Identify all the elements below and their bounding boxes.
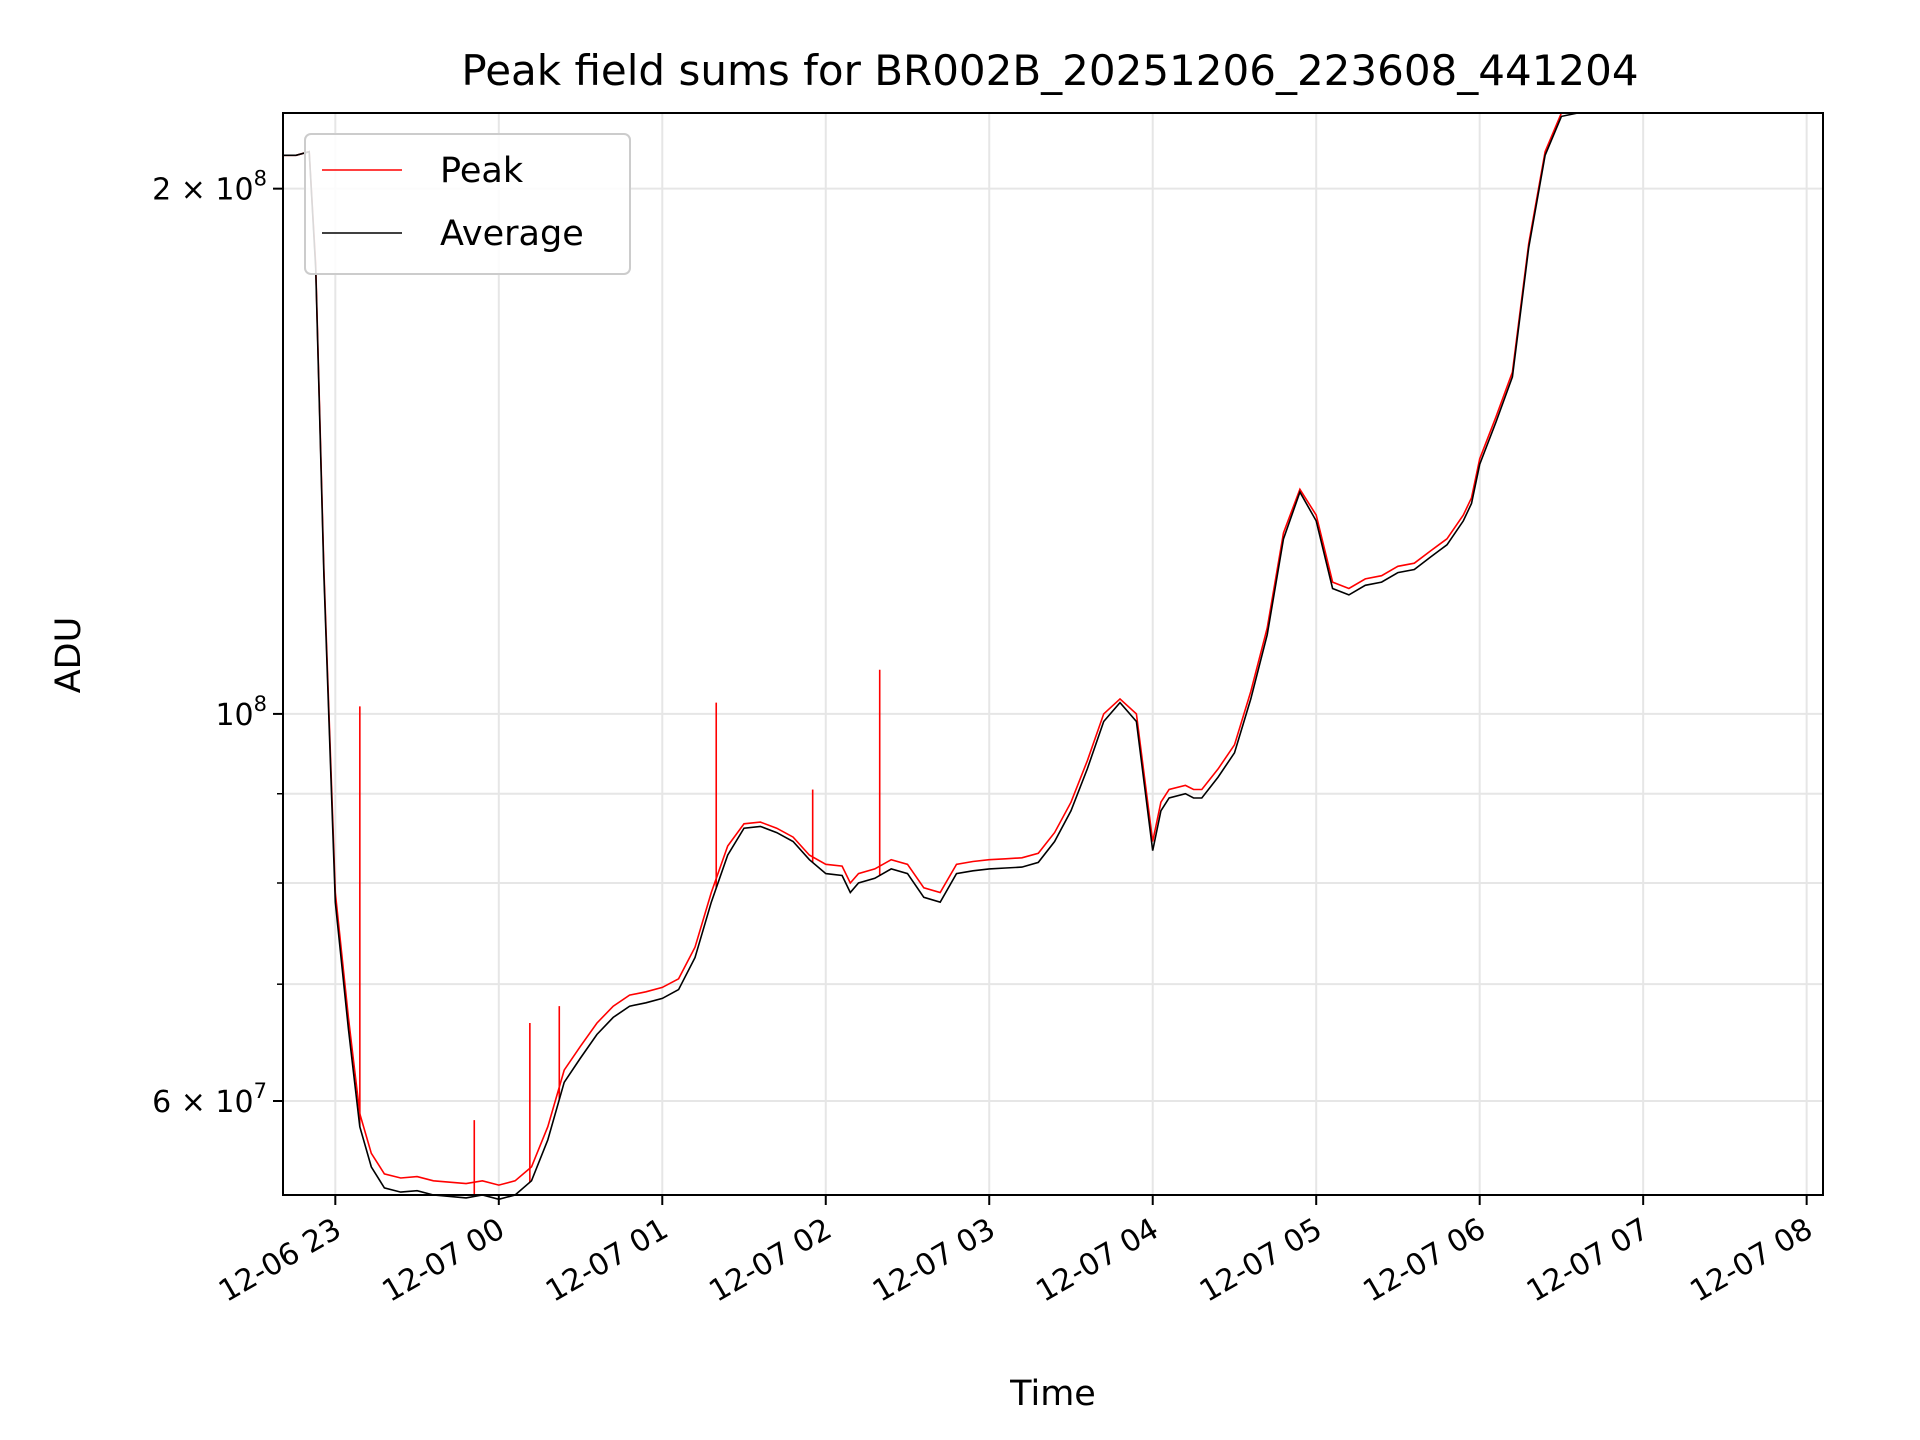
y-axis: 6 × 107 108 2 × 108	[152, 167, 283, 1120]
legend-label-average: Average	[440, 214, 584, 254]
series-line-peak	[283, 112, 1595, 1186]
y-tick-label: 108	[215, 692, 267, 733]
peak-spike-marks	[359, 669, 881, 1197]
y-tick-label: 6 × 107	[152, 1079, 267, 1120]
chart-title: Peak field sums for BR002B_20251206_2236…	[461, 46, 1638, 95]
legend-label-peak: Peak	[440, 151, 524, 191]
y-tick-label: 2 × 108	[152, 167, 267, 208]
x-tick-label: 12-07 01	[540, 1212, 674, 1310]
y-axis-label: ADU	[49, 617, 89, 694]
legend: Peak Average	[304, 133, 631, 275]
x-tick-label: 12-07 08	[1684, 1212, 1818, 1310]
x-axis-label: Time	[1009, 1374, 1096, 1414]
x-tick-label: 12-07 04	[1030, 1212, 1164, 1310]
plot-frame	[282, 112, 1824, 1196]
x-tick-label: 12-07 02	[703, 1212, 837, 1310]
series-line-average	[283, 112, 1595, 1201]
grid-lines	[283, 113, 1823, 1195]
x-tick-label: 12-07 06	[1357, 1212, 1491, 1310]
x-tick-label: 12-07 03	[867, 1212, 1001, 1310]
plot-area	[283, 112, 1595, 1201]
x-tick-label: 12-06 23	[213, 1212, 347, 1310]
x-tick-label: 12-07 00	[376, 1212, 510, 1310]
x-tick-label: 12-07 07	[1521, 1212, 1655, 1310]
legend-box	[304, 133, 631, 275]
x-tick-label: 12-07 05	[1194, 1212, 1328, 1310]
x-axis: 12-06 23 12-07 00 12-07 01 12-07 02 12-07 03…	[213, 1195, 1819, 1309]
